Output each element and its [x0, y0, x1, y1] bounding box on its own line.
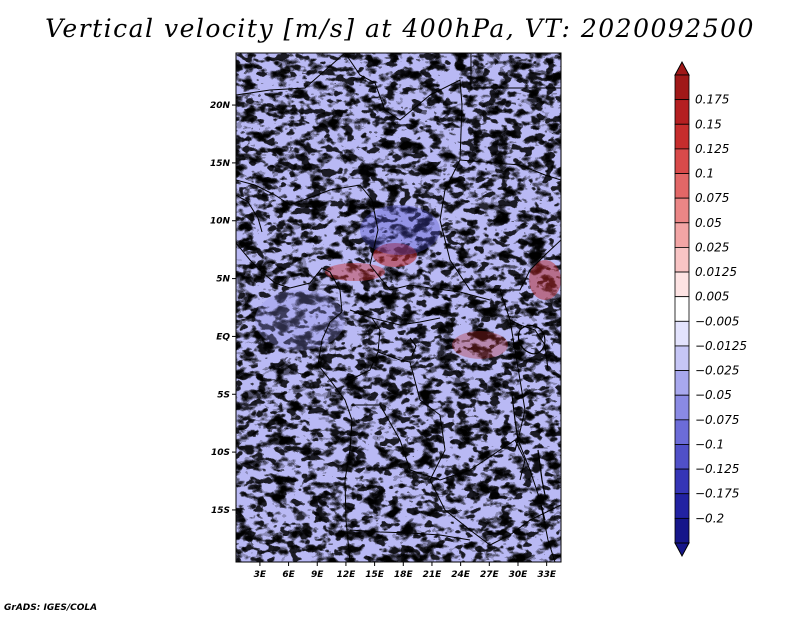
y-tick-label: 15S: [211, 506, 230, 516]
x-tick-label: 9E: [311, 570, 324, 580]
colorbar-label: 0.15: [695, 117, 722, 131]
chart-title: Vertical velocity [m/s] at 400hPa, VT: 2…: [45, 14, 755, 43]
x-tick-label: 15E: [365, 570, 385, 580]
y-tick-label: 5S: [217, 390, 230, 400]
colorbar-cell: [674, 370, 690, 396]
x-tick-label: 18E: [394, 570, 414, 580]
colorbar-cell: [674, 148, 690, 174]
colorbar-cell: [674, 517, 690, 544]
colorbar-cell: [674, 271, 690, 298]
x-tick-label: 30E: [509, 570, 529, 580]
x-tick-label: 27E: [480, 570, 500, 580]
x-axis: 3E 6E 9E 12E 15E 18E 21E 24E 27E 30E 33E: [254, 562, 557, 580]
colorbar-arrow-top: [674, 60, 690, 76]
y-axis: 20N 15N 10N 5N EQ 5S 10S 15S: [210, 101, 236, 516]
colorbar-label: 0.05: [695, 216, 722, 230]
colorbar-label: −0.005: [695, 314, 739, 328]
colorbar-cell: [674, 296, 690, 322]
colorbar-cell: [674, 419, 690, 445]
y-tick-label: 10S: [211, 448, 230, 458]
colorbar-label: 0.075: [695, 191, 729, 205]
colorbar-label: −0.1: [695, 437, 724, 451]
colorbar-label: −0.075: [695, 413, 739, 427]
colorbar-cell: [674, 123, 690, 150]
x-tick-label: 6E: [282, 570, 295, 580]
colorbar-label: 0.005: [695, 290, 729, 304]
colorbar-cell: [674, 74, 690, 101]
colorbar-label: 0.175: [695, 93, 729, 107]
colorbar-label: −0.025: [695, 364, 739, 378]
grads-credit: GrADS: IGES/COLA: [4, 603, 98, 613]
chart: 3E 6E 9E 12E 15E 18E 21E 24E 27E 30E 33E 20N 15N 10N…: [210, 52, 747, 580]
lakes: [409, 324, 547, 501]
y-tick-label: 20N: [210, 101, 231, 111]
colorbar-cell: [674, 99, 690, 125]
colorbar-arrow-bottom: [674, 542, 690, 558]
colorbar-label: 0.125: [695, 142, 729, 156]
colorbar-label: −0.0125: [695, 339, 747, 353]
colorbar-label: −0.2: [695, 511, 724, 525]
x-tick-label: 3E: [254, 570, 267, 580]
colorbar-cell: [674, 222, 690, 248]
colorbar-cell: [674, 320, 690, 347]
colorbar-cell: [674, 493, 690, 519]
colorbar-cell: [674, 173, 690, 199]
y-tick-label: 15N: [210, 159, 231, 169]
x-tick-label: 21E: [423, 570, 443, 580]
map-frame: [235, 52, 562, 563]
x-tick-label: 24E: [451, 570, 471, 580]
colorbar-cell: [674, 197, 690, 224]
colorbar-cell: [674, 444, 690, 470]
colorbar-label: 0.0125: [695, 265, 737, 279]
colorbar-label: 0.1: [695, 167, 714, 181]
colorbar-label: −0.125: [695, 462, 739, 476]
colorbar-label: 0.025: [695, 240, 729, 254]
colorbar-label: −0.05: [695, 388, 732, 402]
vertical-velocity-field: [236, 53, 561, 562]
colorbar-cell: [674, 247, 690, 273]
x-tick-label: 33E: [537, 570, 557, 580]
colorbar-cell: [674, 394, 690, 421]
x-tick-label: 12E: [337, 570, 357, 580]
colorbar-label: −0.175: [695, 487, 739, 501]
colorbar-cell: [674, 345, 690, 371]
colorbar-cell: [674, 468, 690, 495]
colorbar: 0.175 0.15 0.125 0.1 0.075 0.05 0.025 0.0125 0.0…: [674, 60, 747, 558]
y-tick-label: EQ: [216, 332, 230, 342]
y-tick-label: 10N: [210, 217, 231, 227]
y-tick-label: 5N: [216, 275, 230, 285]
country-borders: [236, 53, 561, 562]
